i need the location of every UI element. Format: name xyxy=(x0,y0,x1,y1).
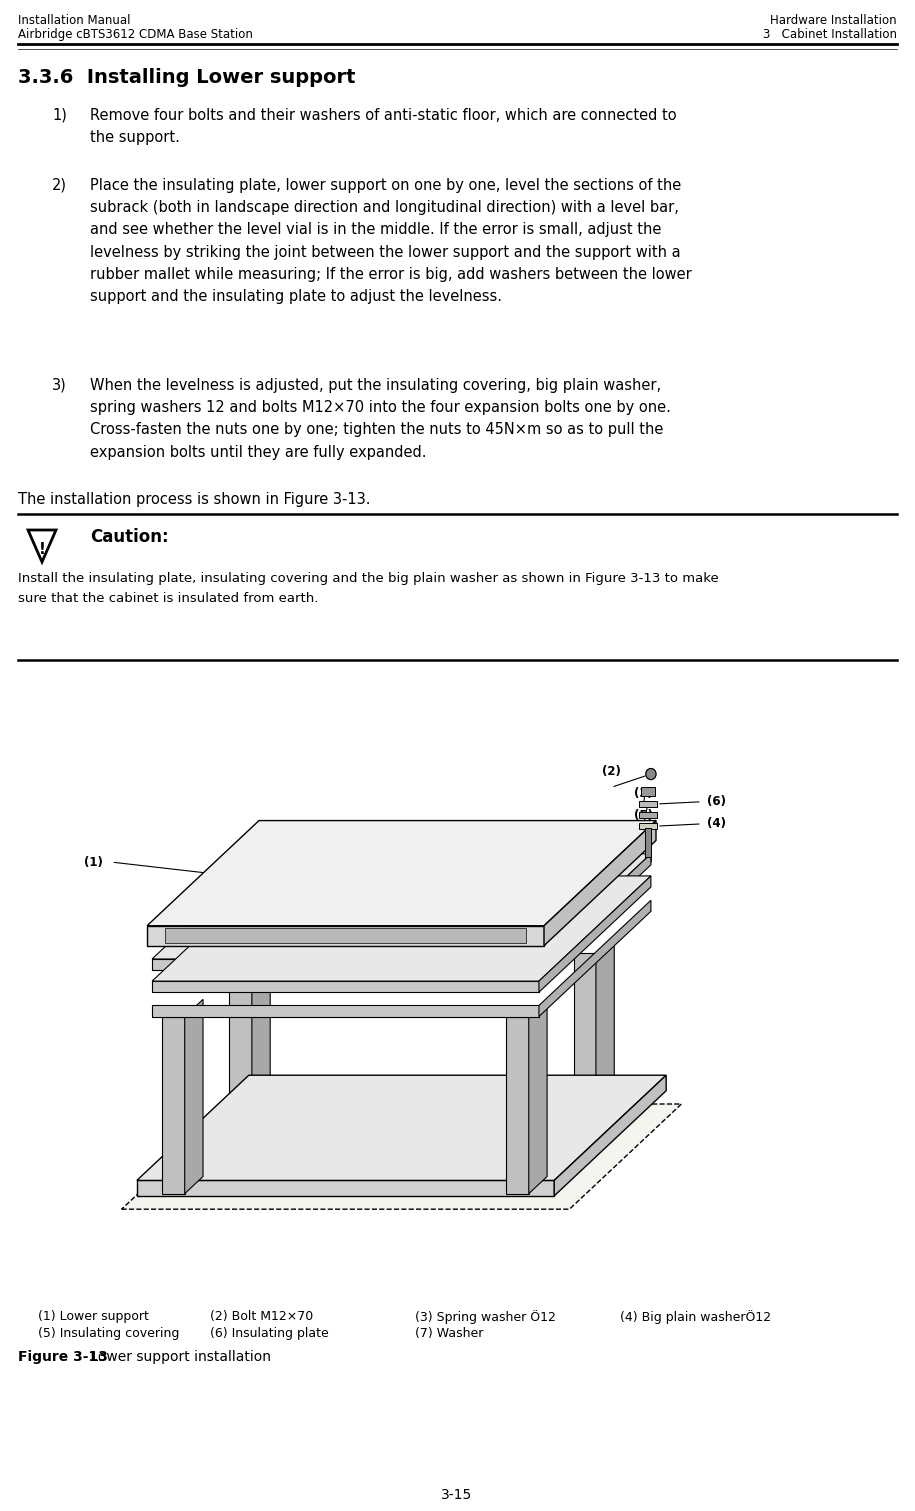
Text: !: ! xyxy=(38,542,46,558)
Text: (3) Spring washer Ö12: (3) Spring washer Ö12 xyxy=(415,1310,556,1324)
Polygon shape xyxy=(230,953,252,1130)
Polygon shape xyxy=(539,854,651,970)
Polygon shape xyxy=(152,854,651,959)
Text: Caution:: Caution: xyxy=(90,527,168,545)
Text: The installation process is shown in Figure 3-13.: The installation process is shown in Fig… xyxy=(18,493,371,508)
Bar xyxy=(640,787,655,796)
Polygon shape xyxy=(137,1180,554,1195)
Polygon shape xyxy=(252,937,270,1130)
Polygon shape xyxy=(147,820,656,926)
Polygon shape xyxy=(554,1076,666,1195)
Text: (5): (5) xyxy=(634,808,653,822)
Text: (7) Washer: (7) Washer xyxy=(415,1327,483,1340)
Polygon shape xyxy=(596,937,614,1130)
Polygon shape xyxy=(152,959,539,970)
Text: (2): (2) xyxy=(602,766,620,778)
Polygon shape xyxy=(539,876,651,993)
Text: Installation Manual: Installation Manual xyxy=(18,14,131,27)
Text: 3-15: 3-15 xyxy=(441,1488,473,1502)
Polygon shape xyxy=(162,1017,185,1194)
Polygon shape xyxy=(122,1105,682,1209)
Text: Airbridge cBTS3612 CDMA Base Station: Airbridge cBTS3612 CDMA Base Station xyxy=(18,29,253,41)
Text: (4) Big plain washerÖ12: (4) Big plain washerÖ12 xyxy=(620,1310,771,1324)
Bar xyxy=(639,823,657,830)
Polygon shape xyxy=(152,1005,539,1017)
Polygon shape xyxy=(529,999,547,1194)
Bar xyxy=(645,828,651,857)
Polygon shape xyxy=(185,999,203,1194)
Text: (1) Lower support: (1) Lower support xyxy=(38,1310,149,1324)
Polygon shape xyxy=(152,981,539,993)
Text: (5) Insulating covering: (5) Insulating covering xyxy=(38,1327,179,1340)
Bar xyxy=(639,811,657,819)
Polygon shape xyxy=(152,876,651,981)
Text: Place the insulating plate, lower support on one by one, level the sections of t: Place the insulating plate, lower suppor… xyxy=(90,178,692,304)
Text: Remove four bolts and their washers of anti-static floor, which are connected to: Remove four bolts and their washers of a… xyxy=(90,107,676,145)
Polygon shape xyxy=(574,953,596,1130)
Polygon shape xyxy=(137,1076,666,1180)
Text: (4): (4) xyxy=(707,817,726,831)
Text: 2): 2) xyxy=(52,178,67,193)
Text: 3): 3) xyxy=(52,378,67,393)
Text: (3): (3) xyxy=(634,787,653,799)
Text: (7): (7) xyxy=(634,854,653,867)
Text: Figure 3-13: Figure 3-13 xyxy=(18,1349,108,1364)
Text: 3   Cabinet Installation: 3 Cabinet Installation xyxy=(763,29,897,41)
Polygon shape xyxy=(506,1017,529,1194)
Text: (2) Bolt M12×70: (2) Bolt M12×70 xyxy=(210,1310,313,1324)
Text: Hardware Installation: Hardware Installation xyxy=(770,14,897,27)
Text: (1): (1) xyxy=(83,855,102,869)
Polygon shape xyxy=(147,926,544,946)
Text: 1): 1) xyxy=(52,107,67,122)
Polygon shape xyxy=(539,901,651,1017)
Text: (6): (6) xyxy=(707,795,726,808)
Bar xyxy=(639,801,657,807)
Text: When the levelness is adjusted, put the insulating covering, big plain washer,
s: When the levelness is adjusted, put the … xyxy=(90,378,671,459)
Circle shape xyxy=(646,769,656,780)
Text: 3.3.6  Installing Lower support: 3.3.6 Installing Lower support xyxy=(18,68,356,88)
Polygon shape xyxy=(166,928,526,943)
Text: Install the insulating plate, insulating covering and the big plain washer as sh: Install the insulating plate, insulating… xyxy=(18,573,719,606)
Polygon shape xyxy=(544,820,656,946)
Text: (6) Insulating plate: (6) Insulating plate xyxy=(210,1327,328,1340)
Text: Lower support installation: Lower support installation xyxy=(86,1349,271,1364)
